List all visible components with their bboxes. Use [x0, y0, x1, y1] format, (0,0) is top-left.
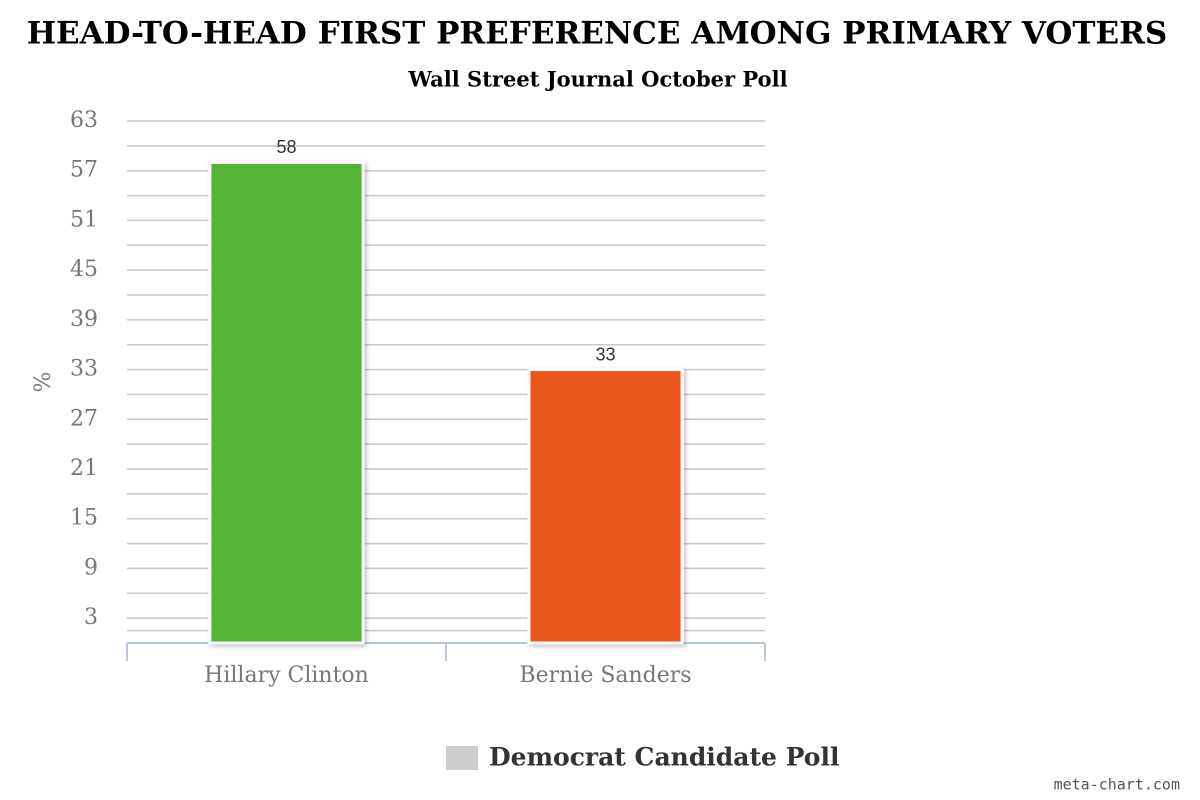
legend-label: Democrat Candidate Poll [489, 743, 839, 772]
value-label: 33 [595, 344, 615, 364]
y-tick-label: 15 [70, 506, 98, 531]
value-label: 58 [276, 137, 296, 157]
y-tick-label: 51 [70, 207, 98, 232]
bar [527, 368, 684, 645]
y-tick-label: 45 [70, 257, 98, 282]
y-tick-label: 39 [70, 307, 98, 332]
y-tick-label: 27 [70, 406, 98, 431]
y-tick-label: 21 [70, 456, 98, 481]
y-tick-label: 57 [70, 158, 98, 183]
chart-subtitle: Wall Street Journal October Poll [407, 67, 787, 92]
y-axis-label: % [31, 372, 56, 393]
legend-swatch [446, 746, 478, 770]
y-tick-label: 33 [70, 357, 98, 382]
y-tick-label: 3 [84, 605, 98, 630]
y-tick-label: 9 [84, 555, 98, 580]
x-tick-label: Hillary Clinton [204, 663, 369, 688]
bar [208, 160, 365, 645]
chart-title: HEAD-TO-HEAD FIRST PREFERENCE AMONG PRIM… [27, 16, 1168, 52]
credit: meta-chart.com [1054, 776, 1180, 794]
y-tick-label: 63 [70, 108, 98, 133]
x-tick-label: Bernie Sanders [519, 663, 691, 688]
